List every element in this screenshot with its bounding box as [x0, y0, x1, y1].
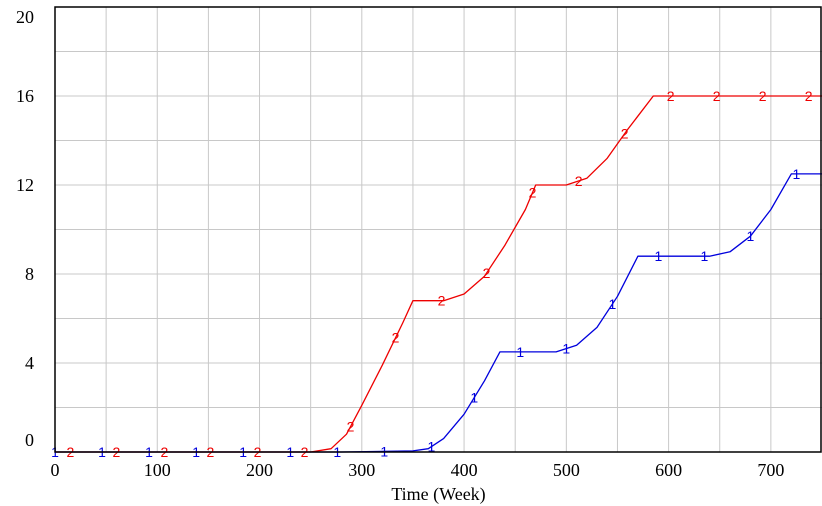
series-2-marker: 2 [392, 330, 400, 346]
x-tick-label: 0 [51, 460, 60, 480]
x-tick-label: 300 [348, 460, 375, 480]
series-2-marker: 2 [438, 293, 446, 309]
y-tick-label: 4 [25, 353, 34, 373]
series-2-marker: 2 [805, 88, 813, 104]
series-1-marker: 1 [427, 439, 435, 455]
series-1-marker: 1 [654, 248, 662, 264]
y-tick-label: 20 [16, 7, 34, 27]
series-2-marker: 2 [667, 88, 675, 104]
x-tick-labels: 0 100 200 300 400 500 600 700 [51, 460, 785, 480]
series-1-marker: 1 [516, 344, 524, 360]
series-2-line [55, 95, 822, 453]
series-2-marker: 2 [575, 173, 583, 189]
plot-frame [54, 6, 822, 453]
y-tick-label: 8 [25, 264, 34, 284]
series-lines [55, 95, 822, 453]
series-2-marker: 2 [529, 184, 537, 200]
series-2-marker: 2 [759, 88, 767, 104]
series-1-marker: 1 [747, 228, 755, 244]
x-tick-label: 500 [553, 460, 580, 480]
x-axis-label: Time (Week) [391, 484, 485, 505]
series-1-marker: 1 [700, 248, 708, 264]
grid-lines [55, 7, 822, 452]
y-tick-label: 12 [16, 175, 34, 195]
series-2-marker: 2 [347, 418, 355, 434]
series-2-marker: 2 [483, 265, 491, 281]
x-tick-label: 700 [757, 460, 784, 480]
series-1-marker: 1 [793, 166, 801, 182]
y-tick-label: 16 [16, 86, 34, 106]
y-tick-labels: 0 4 8 12 16 20 [16, 7, 34, 450]
series-2-marker: 2 [621, 126, 629, 142]
x-tick-label: 200 [246, 460, 273, 480]
x-tick-label: 100 [144, 460, 171, 480]
series-1-marker: 1 [608, 296, 616, 312]
y-tick-label: 0 [25, 430, 34, 450]
series-1-line [55, 173, 822, 453]
x-tick-label: 400 [451, 460, 478, 480]
series-1-marker: 1 [470, 389, 478, 405]
series-2-marker: 2 [713, 88, 721, 104]
series-1-marker: 1 [562, 341, 570, 357]
x-tick-label: 600 [655, 460, 682, 480]
